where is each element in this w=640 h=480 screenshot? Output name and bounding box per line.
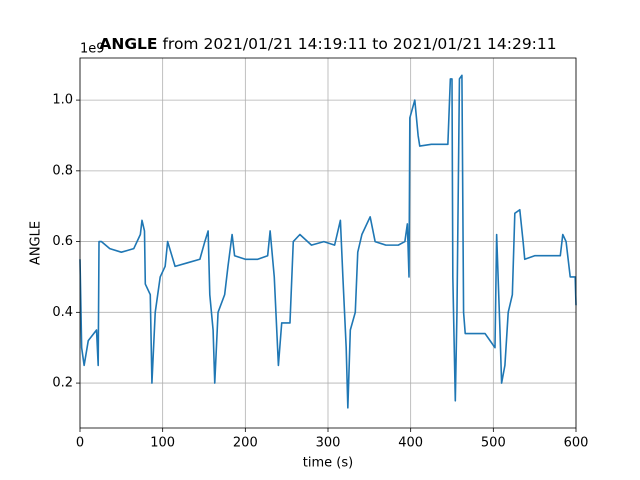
y-axis-label: ANGLE — [29, 221, 44, 265]
data-line — [79, 74, 577, 409]
chart-title: ANGLE from 2021/01/21 14:19:11 to 2021/0… — [99, 35, 556, 53]
x-tick-label: 0 — [76, 436, 84, 451]
x-axis-label: time (s) — [303, 456, 353, 471]
title-bold: ANGLE — [99, 35, 157, 53]
x-tick-label: 600 — [564, 436, 589, 451]
offset-label: 1e9 — [80, 42, 105, 57]
x-tick-label: 200 — [233, 436, 258, 451]
y-tick-label: 0.4 — [52, 305, 73, 320]
x-tick-label: 400 — [398, 436, 423, 451]
y-tick-label: 0.2 — [52, 376, 73, 391]
x-tick-label: 300 — [316, 436, 341, 451]
plot-frame — [79, 57, 577, 429]
y-tick-label: 0.8 — [52, 163, 73, 178]
y-tick-label: 1.0 — [52, 93, 73, 108]
x-tick-label: 100 — [150, 436, 175, 451]
title-rest: from 2021/01/21 14:19:11 to 2021/01/21 1… — [162, 35, 556, 53]
x-tick-label: 500 — [481, 436, 506, 451]
y-tick-label: 0.6 — [52, 234, 73, 249]
title-bg — [130, 34, 530, 54]
